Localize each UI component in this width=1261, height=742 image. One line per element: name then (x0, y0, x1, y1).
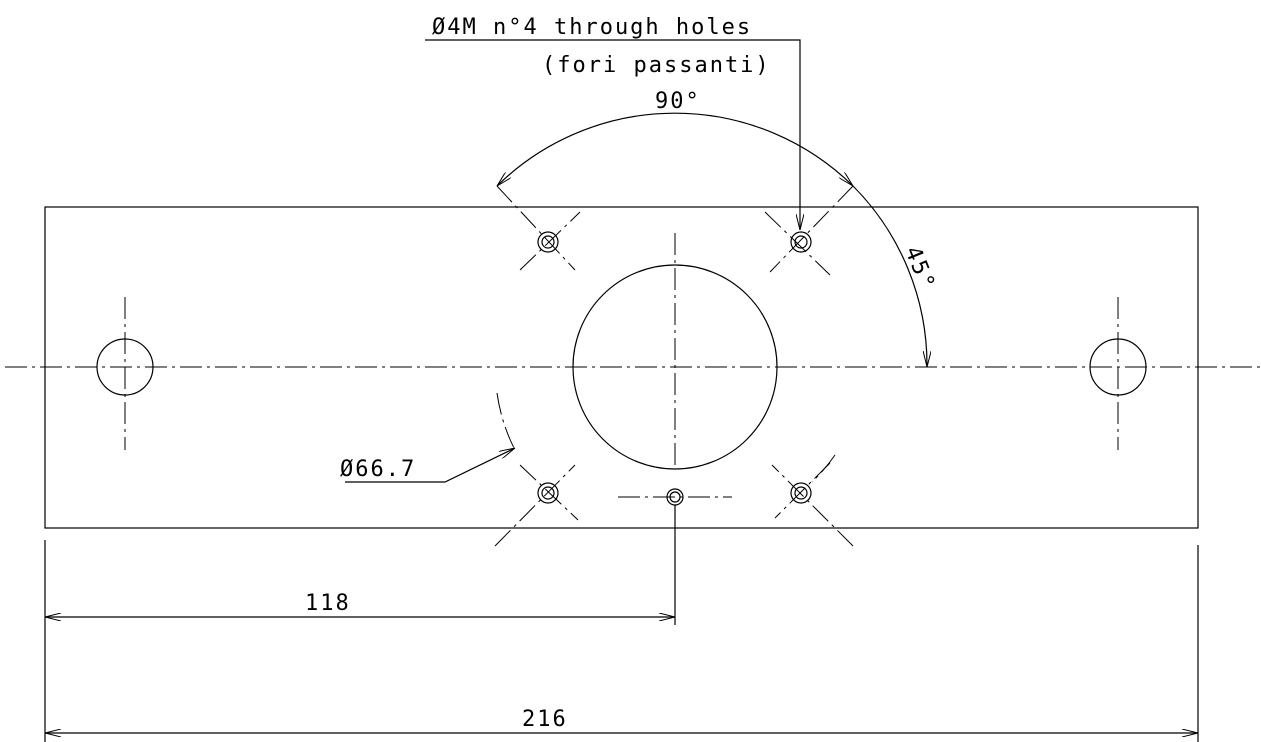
holes-label-it: (fori passanti) (542, 53, 771, 78)
holes (96, 231, 1147, 506)
angle-90: 90° (655, 89, 701, 114)
dim-216: 216 (522, 707, 568, 732)
centerlines (5, 185, 1261, 547)
dimensions (44, 39, 1199, 742)
angle-45: 45° (899, 243, 939, 295)
dim-118: 118 (305, 591, 351, 616)
holes-label: Ø4M n°4 through holes (432, 15, 752, 40)
diameter-label: Ø66.7 (340, 457, 416, 482)
